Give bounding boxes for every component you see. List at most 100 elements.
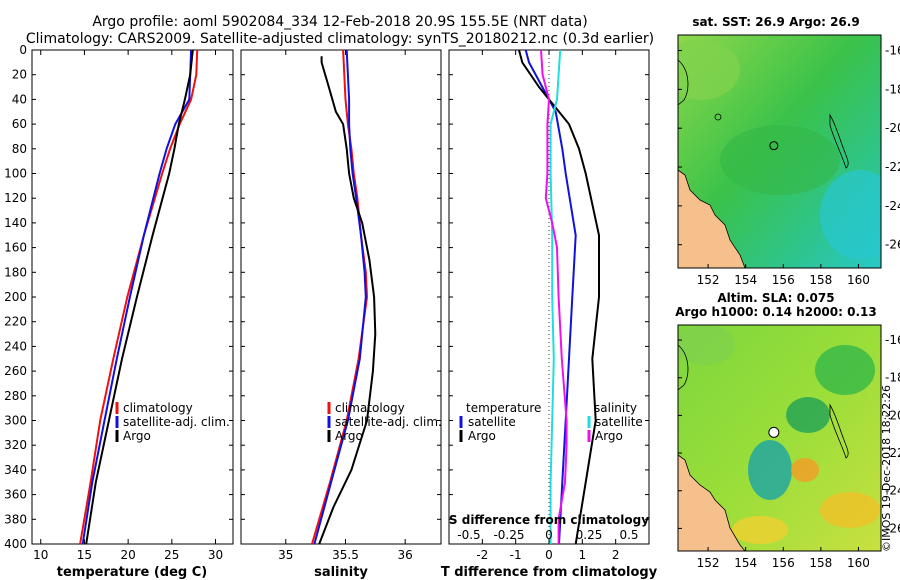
sla-map-title-line1: Altim. SLA: 0.075 — [717, 291, 834, 305]
series-line-satellite-adj-clim- — [81, 49, 193, 545]
depth-tick-label: 40 — [12, 92, 27, 106]
x-tick-label: 30 — [208, 548, 223, 562]
legend-label-argo: Argo — [335, 429, 363, 443]
figure-title-line2: Climatology: CARS2009. Satellite-adjuste… — [25, 31, 655, 47]
depth-tick-label: 140 — [4, 216, 27, 230]
legend-label-s-satellite: satellite — [595, 415, 643, 429]
series-line-climatology — [79, 49, 199, 545]
reef-outline — [829, 403, 849, 459]
lon-tick-label: 158 — [809, 273, 832, 287]
depth-tick-label: 300 — [4, 414, 27, 428]
legend-label-satellite: satellite-adj. clim. — [335, 415, 442, 429]
legend-label-satellite: satellite-adj. clim. — [123, 415, 230, 429]
secondary-tick-label: 0.25 — [576, 528, 603, 542]
legend-label-s-argo: Argo — [595, 429, 623, 443]
land-coast — [678, 169, 746, 268]
depth-tick-label: 200 — [4, 290, 27, 304]
lat-tick-label: -24 — [885, 199, 900, 213]
series-line-t-argo — [518, 49, 600, 545]
sla-map: Altim. SLA: 0.075 Argo h1000: 0.14 h2000… — [675, 291, 900, 570]
depth-tick-label: 260 — [4, 364, 27, 378]
x-tick-label: 25 — [164, 548, 179, 562]
sst-map: sat. SST: 26.9 Argo: 26.9 152 154 156 158 16… — [677, 15, 900, 287]
depth-tick-label: 20 — [12, 68, 27, 82]
depth-tick-label: 360 — [4, 488, 27, 502]
legend-title-salinity: salinity — [594, 401, 637, 415]
lat-tick-label: -16 — [885, 333, 900, 347]
depth-tick-label: 380 — [4, 512, 27, 526]
series-line-argo — [318, 56, 377, 545]
lat-tick-label: -26 — [885, 521, 900, 535]
depth-tick-label: 160 — [4, 241, 27, 255]
legend-title-temperature: temperature — [466, 401, 541, 415]
depth-tick-label: 80 — [12, 142, 27, 156]
series-line-s-argo — [540, 49, 568, 544]
sst-map-title: sat. SST: 26.9 Argo: 26.9 — [692, 15, 859, 29]
secondary-tick-label: 0 — [545, 528, 553, 542]
secondary-tick-label: -0.25 — [493, 528, 524, 542]
reef-outline — [829, 113, 849, 169]
depth-tick-label: 60 — [12, 117, 27, 131]
lat-tick-label: -18 — [885, 82, 900, 96]
difference-legend: temperature salinity satellite Argo sate… — [459, 401, 643, 443]
depth-tick-label: 220 — [4, 315, 27, 329]
lon-tick-label: 152 — [697, 556, 720, 570]
legend-label-climatology: climatology — [123, 401, 193, 415]
salinity-xlabel: salinity — [314, 565, 368, 580]
secondary-tick-label: 0.5 — [619, 528, 638, 542]
difference-frame — [448, 49, 650, 545]
secondary-tick-label: -0.5 — [457, 528, 480, 542]
x-tick-label: -2 — [476, 548, 488, 562]
depth-tick-label: 0 — [19, 43, 27, 57]
land-coast — [678, 454, 746, 551]
series-line-climatology — [311, 49, 368, 545]
lon-tick-label: 154 — [734, 273, 757, 287]
sla-map-title-line2: Argo h1000: 0.14 h2000: 0.13 — [675, 305, 876, 319]
legend-label-t-satellite: satellite — [468, 415, 516, 429]
depth-tick-label: 120 — [4, 191, 27, 205]
depth-tick-label: 240 — [4, 339, 27, 353]
x-tick-label: 35 — [278, 548, 293, 562]
lat-tick-label: -18 — [885, 371, 900, 385]
depth-tick-label: 320 — [4, 438, 27, 452]
series-line-t-satellite — [524, 49, 577, 545]
depth-tick-label: 340 — [4, 463, 27, 477]
salinity-panel: 35 35.5 36 salinity climatology satellite-… — [240, 49, 442, 580]
depth-tick-label: 400 — [4, 537, 27, 551]
lon-tick-label: 154 — [734, 556, 757, 570]
lat-tick-label: -22 — [885, 160, 900, 174]
lat-tick-label: -22 — [885, 446, 900, 460]
lon-tick-label: 152 — [697, 273, 720, 287]
difference-panel: -2 -1 0 1 2 T difference from climatology S … — [441, 49, 658, 580]
x-tick-label: 0 — [545, 548, 553, 562]
x-tick-label: 15 — [77, 548, 92, 562]
lat-tick-label: -24 — [885, 484, 900, 498]
x-tick-label: 10 — [33, 548, 48, 562]
lat-tick-label: -16 — [885, 44, 900, 58]
lat-tick-label: -26 — [885, 238, 900, 252]
x-tick-label: 35.5 — [332, 548, 359, 562]
lat-tick-label: -20 — [885, 121, 900, 135]
depth-axis: 0 20 40 60 80 100 120 140 160 180 200 220 240 260 280 3… — [4, 43, 27, 551]
salinity-frame — [240, 49, 442, 545]
lat-tick-label: -20 — [885, 408, 900, 422]
depth-tick-label: 280 — [4, 389, 27, 403]
salinity-legend: climatology satellite-adj. clim. Argo — [327, 401, 442, 443]
x-tick-label: 1 — [579, 548, 587, 562]
x-tick-label: -1 — [510, 548, 522, 562]
depth-tick-label: 180 — [4, 265, 27, 279]
x-tick-label: 2 — [612, 548, 620, 562]
legend-label-argo: Argo — [123, 429, 151, 443]
depth-tick-label: 100 — [4, 167, 27, 181]
temperature-legend: climatology satellite-adj. clim. Argo — [115, 401, 230, 443]
salinity-difference-xlabel: S difference from climatology — [449, 513, 649, 527]
temperature-panel: 10 15 20 25 30 temperature (deg C) climatolo… — [31, 49, 234, 580]
argo-position-marker — [768, 426, 780, 438]
lon-tick-label: 158 — [809, 556, 832, 570]
difference-xlabel: T difference from climatology — [441, 565, 658, 580]
lon-tick-label: 156 — [772, 273, 795, 287]
series-line-satellite-adj-clim- — [313, 49, 367, 545]
argo-position-marker — [769, 141, 779, 151]
x-tick-label: 36 — [398, 548, 413, 562]
